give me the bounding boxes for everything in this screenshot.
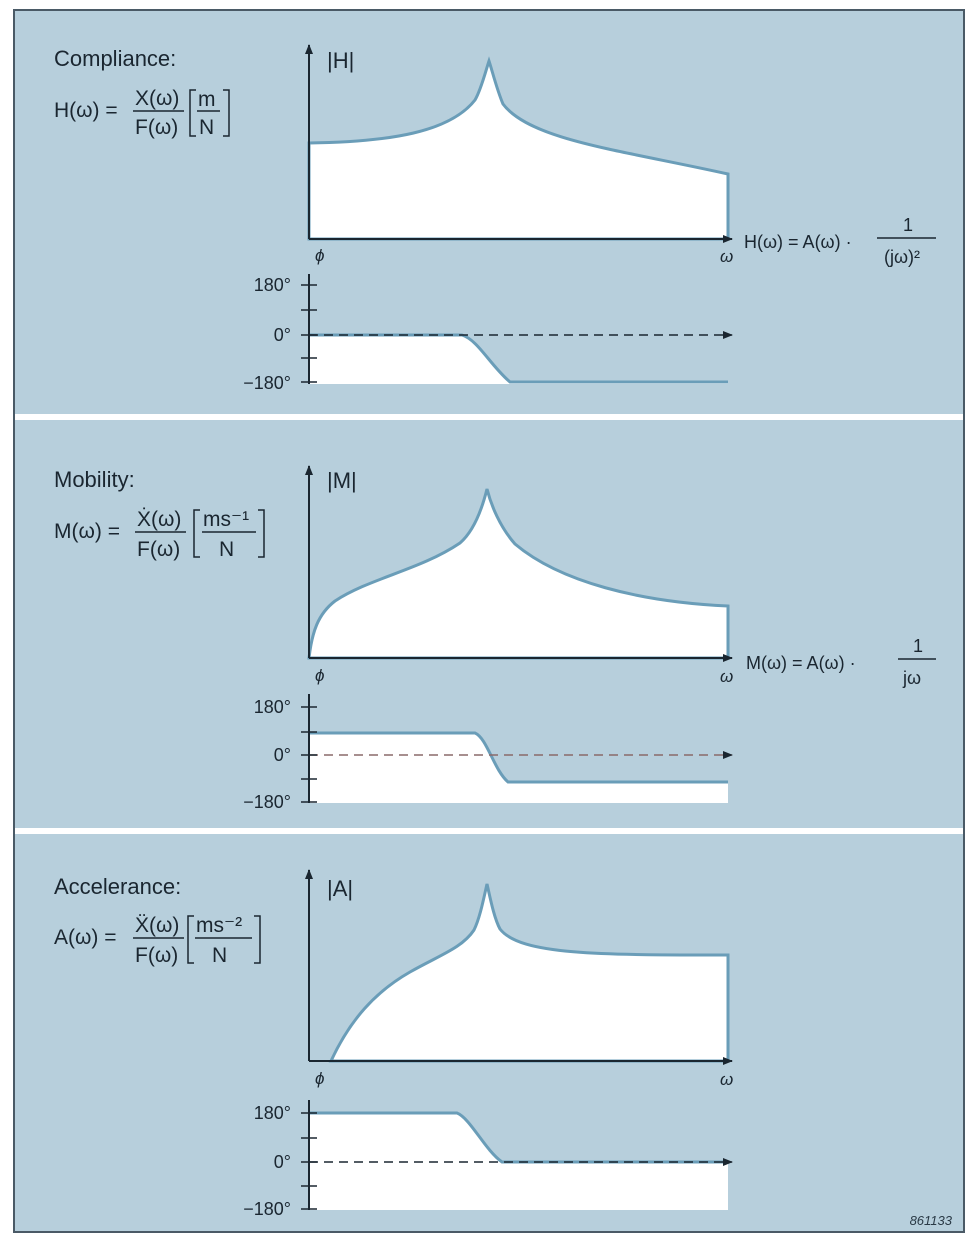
mobility-phase-fill [309,733,728,803]
unit-denominator: N [219,538,234,561]
accelerance-phase-fill [309,1113,728,1210]
unit-denominator: N [199,116,214,139]
phase-tick-label: 0° [274,745,291,765]
formula-numerator: Ẋ(ω) [137,508,181,531]
compliance-title: Compliance: [54,46,176,71]
compliance-relation: H(ω) = A(ω) · 1 (jω)² [744,215,936,267]
unit-bracket-right [258,509,265,558]
phi-label: ϕ [315,246,324,265]
formula-denominator: F(ω) [135,116,178,139]
mobility-relation: M(ω) = A(ω) · 1 jω [746,636,936,688]
unit-numerator: ms⁻² [196,914,242,937]
omega-label: ω [720,1070,733,1089]
unit-numerator: ms⁻¹ [203,508,249,531]
formula-denominator: F(ω) [135,944,178,967]
phi-label: ϕ [315,1069,324,1088]
unit-bracket-right [254,915,261,964]
unit-numerator: m [198,88,216,111]
omega-label: ω [720,247,733,266]
magnitude-label: |M| [327,468,357,493]
figure-number: 861133 [910,1213,953,1228]
mobility-magnitude-curve [307,488,730,660]
formula-lhs: H(ω) = [54,99,118,122]
formula-lhs: A(ω) = [54,926,117,949]
phase-tick-label: 180° [254,275,291,295]
relation-numerator: 1 [913,636,923,656]
unit-bracket-right [223,89,230,137]
unit-bracket-left [189,89,196,137]
accelerance-formula: A(ω) = Ẍ(ω) F(ω) ms⁻² N [54,914,261,967]
magnitude-label: |A| [327,876,353,901]
phase-tick-label: 180° [254,697,291,717]
relation-lhs: H(ω) = A(ω) · [744,232,852,252]
panel-compliance: Compliance: H(ω) = X(ω) F(ω) m N |H| ϕ ω… [54,44,936,393]
relation-denominator: (jω)² [884,247,920,267]
accelerance-magnitude-curve [328,883,730,1063]
phase-tick-label: 0° [274,325,291,345]
magnitude-label: |H| [327,48,354,73]
compliance-phase-fill [309,335,728,384]
formula-denominator: F(ω) [137,538,180,561]
formula-numerator: X(ω) [135,87,179,110]
panel-accelerance: Accelerance: A(ω) = Ẍ(ω) F(ω) ms⁻² N |A|… [54,869,733,1219]
phase-tick-label: −180° [243,792,291,812]
panel-divider-1 [15,414,963,420]
unit-bracket-left [187,915,194,964]
phi-label: ϕ [315,666,324,685]
mobility-formula: M(ω) = Ẋ(ω) F(ω) ms⁻¹ N [54,508,265,561]
relation-numerator: 1 [903,215,913,235]
phase-tick-label: −180° [243,1199,291,1219]
relation-denominator: jω [902,668,921,688]
phase-tick-label: 180° [254,1103,291,1123]
panel-mobility: Mobility: M(ω) = Ẋ(ω) F(ω) ms⁻¹ N |M| ϕ … [54,465,936,812]
phase-tick-label: 0° [274,1152,291,1172]
unit-denominator: N [212,944,227,967]
compliance-formula: H(ω) = X(ω) F(ω) m N [54,87,230,139]
omega-label: ω [720,667,733,686]
accelerance-phase-curve [309,1111,728,1164]
formula-numerator: Ẍ(ω) [135,914,179,937]
compliance-magnitude-curve [307,56,730,241]
panel-divider-2 [15,828,963,834]
accelerance-title: Accelerance: [54,874,181,899]
phase-tick-label: −180° [243,373,291,393]
mobility-title: Mobility: [54,467,135,492]
formula-lhs: M(ω) = [54,520,120,543]
relation-lhs: M(ω) = A(ω) · [746,653,856,673]
unit-bracket-left [193,509,200,558]
